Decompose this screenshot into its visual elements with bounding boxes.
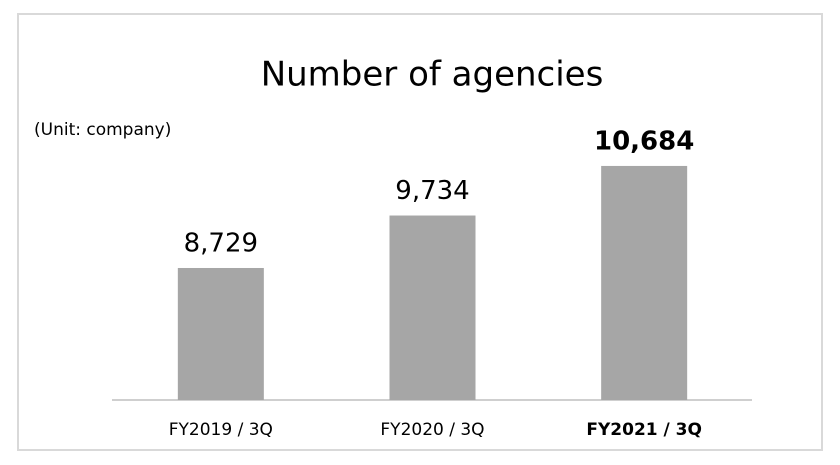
value-label: 10,684: [594, 126, 694, 156]
bar: [389, 215, 476, 400]
value-label: 9,734: [395, 176, 469, 206]
unit-label: (Unit: company): [34, 120, 171, 140]
bar: [601, 165, 688, 400]
bar: [177, 267, 264, 400]
x-tick-label: FY2020 / 3Q: [380, 420, 484, 440]
x-tick-label: FY2021 / 3Q: [586, 420, 702, 440]
x-tick-label: FY2019 / 3Q: [169, 420, 273, 440]
value-label: 8,729: [184, 228, 258, 258]
chart-title: Number of agencies: [261, 55, 604, 95]
